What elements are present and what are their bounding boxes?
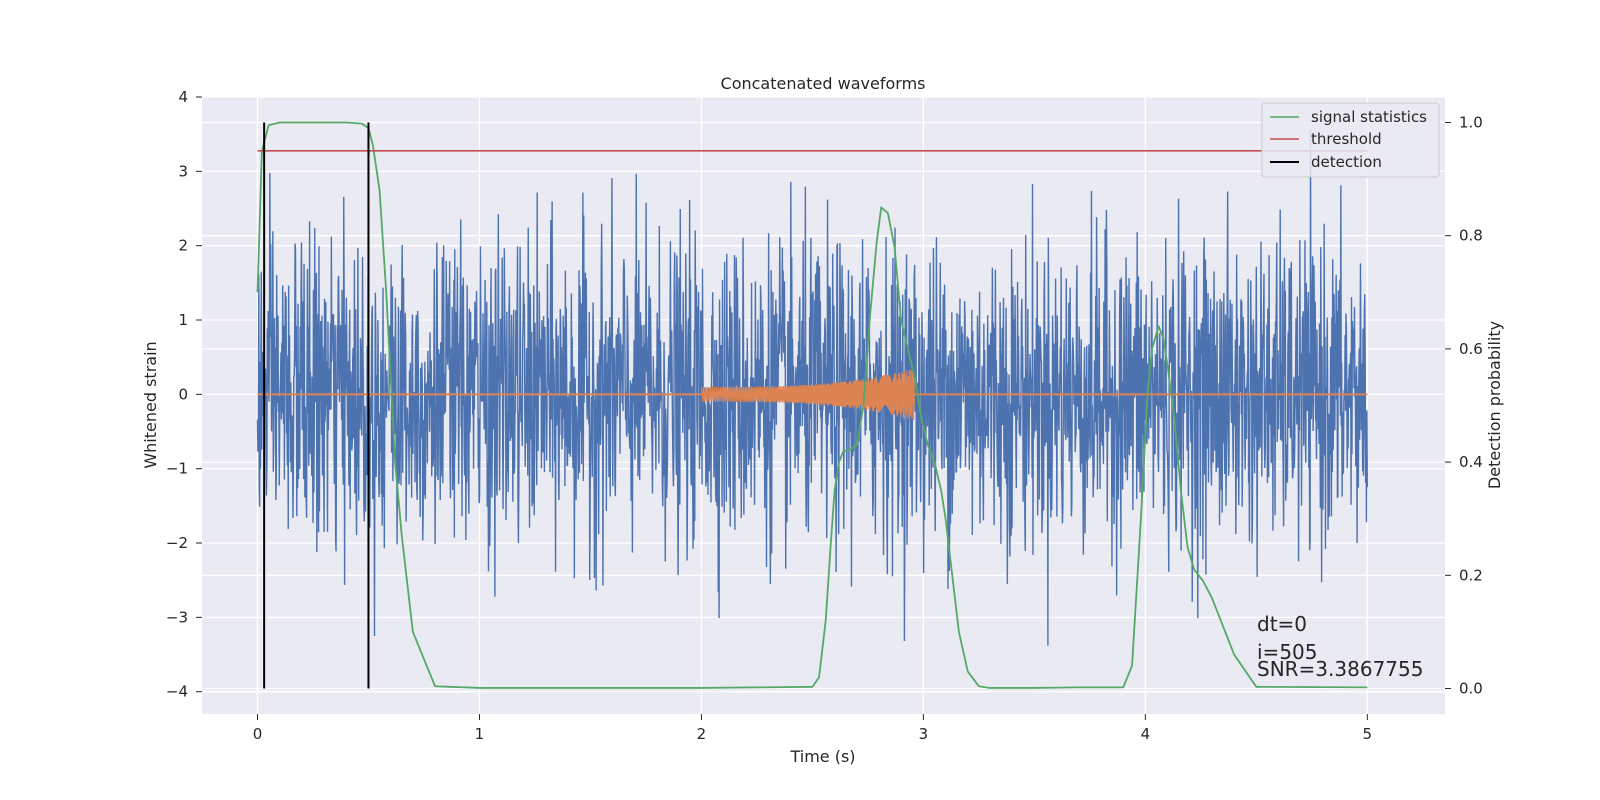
y-right-tick-label: 0.6 (1459, 340, 1483, 358)
right-axis: 1.0 0.8 0.6 0.4 0.2 0.0 (1445, 113, 1483, 698)
x-tick-label: 5 (1363, 725, 1373, 743)
annotation-block: dt=0 i=505 SNR=3.3867755 (1257, 612, 1423, 681)
statistic-series (256, 121, 1368, 689)
x-tick-label: 1 (475, 725, 485, 743)
x-axis: 0 1 2 3 4 5 (253, 714, 1372, 743)
annotation-snr: SNR=3.3867755 (1257, 657, 1423, 681)
y-left-tick-label: 0 (178, 385, 188, 403)
noise-line (256, 129, 1369, 646)
x-axis-label: Time (s) (789, 747, 855, 766)
y-left-tick-label: −1 (166, 460, 188, 478)
noise-series (256, 129, 1369, 646)
left-axis: 4 3 2 1 0 −1 −2 −3 −4 (166, 88, 202, 701)
y-right-tick-label: 0.8 (1459, 227, 1483, 245)
y-right-tick-label: 1.0 (1459, 113, 1483, 131)
legend-label-signal-statistics: signal statistics (1311, 108, 1427, 126)
chart-title: Concatenated waveforms (721, 74, 926, 93)
x-tick-label: 2 (697, 725, 707, 743)
annotation-index: i=505 (1257, 640, 1318, 664)
y-left-tick-label: 4 (178, 88, 188, 106)
x-tick-label: 3 (919, 725, 929, 743)
detection-series (263, 122, 370, 689)
legend: signal statistics threshold detection (1261, 102, 1440, 178)
y-axis-label-left: Whitened strain (141, 341, 160, 468)
y-left-tick-label: 1 (178, 311, 188, 329)
grid-lines (202, 96, 1445, 714)
y-left-tick-label: −4 (166, 683, 188, 701)
y-left-tick-label: 2 (178, 237, 188, 255)
injection-series (257, 369, 1368, 421)
x-tick-label: 4 (1141, 725, 1151, 743)
y-left-tick-label: 3 (178, 162, 188, 180)
x-tick-label: 0 (253, 725, 263, 743)
statistic-line (256, 121, 1368, 689)
y-right-tick-label: 0.4 (1459, 453, 1483, 471)
y-left-tick-label: −3 (166, 608, 188, 626)
y-right-tick-label: 0.2 (1459, 566, 1483, 584)
y-right-tick-label: 0.0 (1459, 680, 1483, 698)
y-axis-label-right: Detection probability (1485, 321, 1504, 489)
y-left-tick-label: −2 (166, 534, 188, 552)
annotation-dt: dt=0 (1257, 612, 1307, 636)
legend-label-detection: detection (1311, 153, 1382, 171)
injection-chirp-line (700, 369, 916, 421)
legend-box (1261, 102, 1440, 178)
legend-label-threshold: threshold (1311, 130, 1382, 148)
